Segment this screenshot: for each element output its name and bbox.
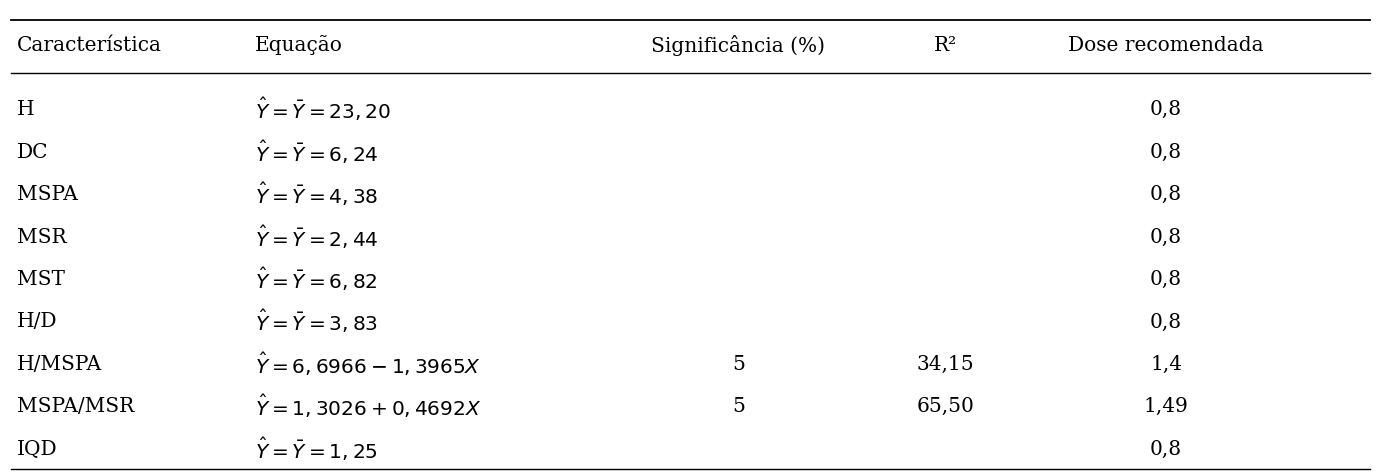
Text: 5: 5: [731, 397, 745, 416]
Text: H/D: H/D: [17, 312, 57, 331]
Text: Equação: Equação: [255, 35, 344, 55]
Text: $\hat{Y} = \bar{Y} = 1, 25$: $\hat{Y} = \bar{Y} = 1, 25$: [255, 435, 378, 462]
Text: H/MSPA: H/MSPA: [17, 354, 102, 373]
Text: 0,8: 0,8: [1150, 439, 1183, 458]
Text: IQD: IQD: [17, 439, 57, 458]
Text: MSR: MSR: [17, 227, 66, 246]
Text: H: H: [17, 100, 34, 119]
Text: $\hat{Y} = \bar{Y} = 23, 20$: $\hat{Y} = \bar{Y} = 23, 20$: [255, 96, 392, 123]
Text: 65,50: 65,50: [916, 397, 974, 416]
Text: $\hat{Y} = \bar{Y} = 2, 44$: $\hat{Y} = \bar{Y} = 2, 44$: [255, 223, 380, 250]
Text: 0,8: 0,8: [1150, 142, 1183, 161]
Text: MST: MST: [17, 269, 65, 288]
Text: $\hat{Y} = 6, 6966 - 1, 3965X$: $\hat{Y} = 6, 6966 - 1, 3965X$: [255, 350, 482, 377]
Text: $\hat{Y} = 1, 3026 + 0, 4692X$: $\hat{Y} = 1, 3026 + 0, 4692X$: [255, 393, 482, 419]
Text: 1,49: 1,49: [1144, 397, 1188, 416]
Text: DC: DC: [17, 142, 48, 161]
Text: 0,8: 0,8: [1150, 227, 1183, 246]
Text: 0,8: 0,8: [1150, 312, 1183, 331]
Text: $\hat{Y} = \bar{Y} = 3, 83$: $\hat{Y} = \bar{Y} = 3, 83$: [255, 308, 378, 335]
Text: Característica: Característica: [17, 36, 161, 55]
Text: MSPA: MSPA: [17, 185, 77, 204]
Text: MSPA/MSR: MSPA/MSR: [17, 397, 134, 416]
Text: $\hat{Y} = \bar{Y} = 6, 82$: $\hat{Y} = \bar{Y} = 6, 82$: [255, 266, 378, 292]
Text: Significância (%): Significância (%): [651, 35, 825, 56]
Text: 0,8: 0,8: [1150, 185, 1183, 204]
Text: 34,15: 34,15: [916, 354, 974, 373]
Text: R²: R²: [934, 36, 956, 55]
Text: 1,4: 1,4: [1150, 354, 1183, 373]
Text: $\hat{Y} = \bar{Y} = 4, 38$: $\hat{Y} = \bar{Y} = 4, 38$: [255, 181, 378, 208]
Text: 5: 5: [731, 354, 745, 373]
Text: 0,8: 0,8: [1150, 269, 1183, 288]
Text: Dose recomendada: Dose recomendada: [1068, 36, 1264, 55]
Text: $\hat{Y} = \bar{Y} = 6, 24$: $\hat{Y} = \bar{Y} = 6, 24$: [255, 139, 380, 165]
Text: 0,8: 0,8: [1150, 100, 1183, 119]
